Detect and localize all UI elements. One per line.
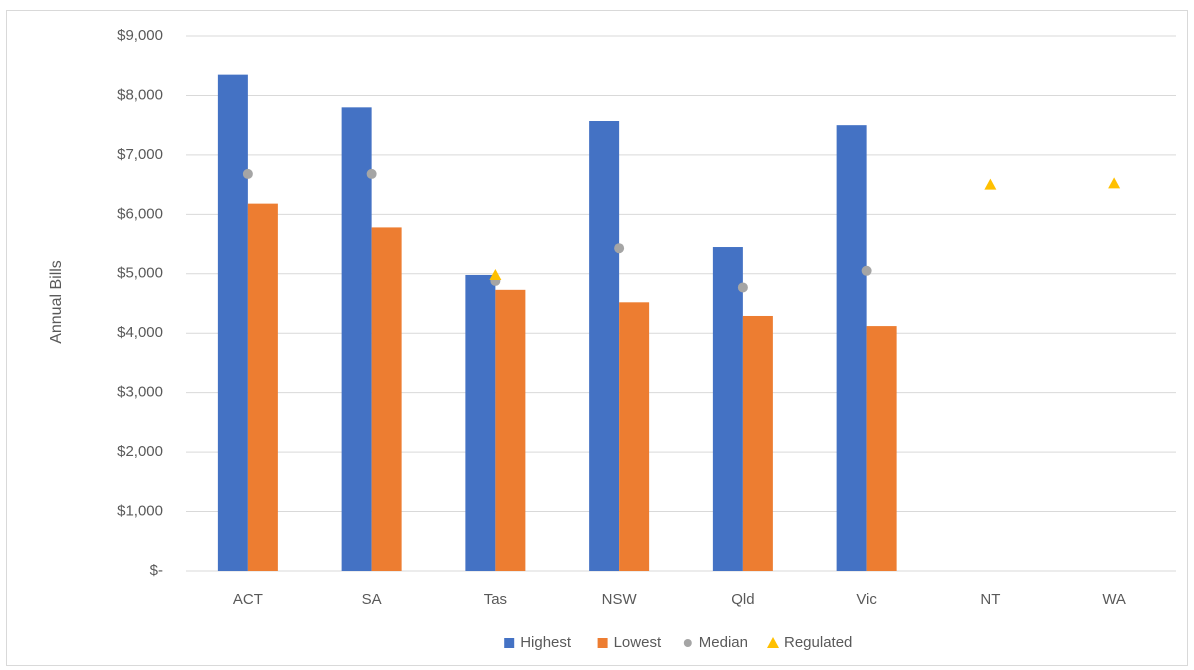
points — [242, 168, 1121, 293]
x-tick-label: WA — [1102, 591, 1126, 608]
y-axis-title: Annual Bills — [48, 260, 65, 344]
legend: Highest Lowest Median Regulated — [504, 634, 852, 651]
legend-label-regulated: Regulated — [784, 634, 852, 651]
bar-lowest-nsw — [619, 302, 650, 571]
legend-marker-highest — [504, 638, 515, 648]
y-tick-label: $9,000 — [117, 27, 163, 44]
x-tick-label: ACT — [233, 591, 263, 608]
x-tick-label: Tas — [484, 591, 507, 608]
y-tick-label: $4,000 — [117, 324, 163, 341]
legend-marker-lowest — [597, 638, 608, 648]
y-tick-label: $8,000 — [117, 86, 163, 103]
bar-lowest-act — [247, 203, 278, 571]
bar-highest-vic — [836, 125, 867, 572]
y-tick-label: $7,000 — [117, 146, 163, 163]
y-tick-label: $2,000 — [117, 443, 163, 460]
marker-regulated-tas — [489, 268, 502, 280]
legend-label-median: Median — [699, 634, 748, 651]
bar-lowest-sa — [371, 227, 402, 571]
y-tick-label: $5,000 — [117, 265, 163, 282]
y-tick-label: $6,000 — [117, 205, 163, 222]
bar-highest-act — [217, 74, 248, 571]
marker-median-qld — [737, 282, 748, 293]
y-tick-label: $- — [150, 562, 163, 579]
bar-lowest-tas — [495, 289, 526, 571]
x-tick-label: NSW — [602, 591, 638, 608]
bar-highest-nsw — [589, 121, 620, 571]
legend-label-highest: Highest — [520, 634, 572, 651]
bar-highest-qld — [712, 247, 743, 571]
x-axis-tick-labels: ACT SA Tas NSW Qld Vic NT WA — [233, 591, 1126, 608]
marker-median-nsw — [614, 243, 625, 254]
legend-label-lowest: Lowest — [614, 634, 662, 651]
gridlines — [186, 35, 1176, 572]
legend-marker-regulated — [767, 637, 779, 648]
marker-median-act — [242, 168, 253, 179]
bars — [217, 74, 897, 572]
bar-highest-sa — [341, 107, 372, 571]
marker-median-vic — [861, 265, 872, 276]
x-tick-label: Vic — [856, 591, 877, 608]
x-tick-label: Qld — [731, 591, 754, 608]
bar-lowest-qld — [742, 315, 773, 571]
bar-lowest-vic — [866, 326, 897, 571]
legend-marker-median — [683, 639, 692, 647]
y-tick-label: $1,000 — [117, 503, 163, 520]
marker-regulated-nt — [984, 178, 997, 190]
marker-median-sa — [366, 168, 377, 179]
x-tick-label: SA — [362, 591, 382, 608]
y-tick-label: $3,000 — [117, 384, 163, 401]
marker-regulated-wa — [1108, 177, 1121, 189]
bar-highest-tas — [465, 274, 496, 571]
y-axis-tick-labels: $- $1,000 $2,000 $3,000 $4,000 $5,000 $6,000 $7… — [117, 27, 163, 579]
x-tick-label: NT — [980, 591, 1000, 608]
